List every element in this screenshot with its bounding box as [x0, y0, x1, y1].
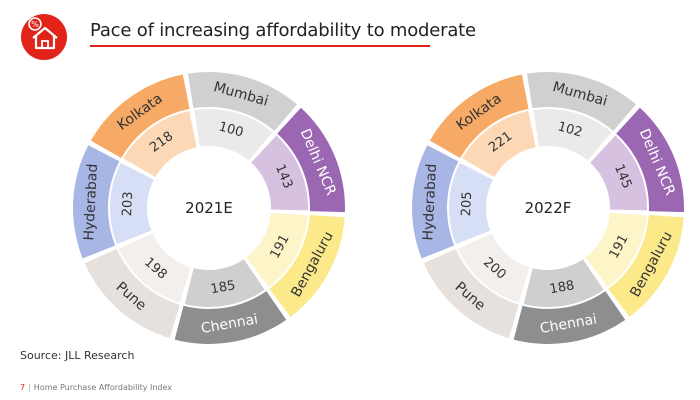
- house-percent-logo: %: [21, 14, 67, 60]
- footer: 7 | Home Purchase Affordability Index: [20, 383, 172, 392]
- value-label-hyderabad: 205: [459, 191, 475, 217]
- outer-segment-mumbai: [526, 71, 637, 132]
- city-label-hyderabad: Hyderabad: [420, 163, 440, 241]
- outer-segment-mumbai: [187, 72, 298, 132]
- inner-segment-hyderabad: [449, 162, 493, 245]
- inner-segment-delhi-ncr: [590, 135, 647, 211]
- outer-segment-chennai: [513, 291, 626, 344]
- outer-segment-hyderabad: [73, 145, 120, 259]
- outer-segment-pune: [423, 249, 519, 339]
- inner-segment-pune: [118, 233, 191, 303]
- outer-segment-delhi-ncr: [616, 107, 684, 213]
- center-year-label: 2021E: [185, 199, 233, 217]
- value-label-hyderabad: 203: [120, 191, 136, 217]
- inner-segment-chennai: [184, 259, 265, 308]
- inner-segment-hyderabad: [110, 162, 154, 245]
- outer-segment-kolkata: [429, 74, 529, 159]
- inner-segment-kolkata: [123, 110, 197, 177]
- outer-segment-hyderabad: [412, 145, 459, 259]
- outer-segment-chennai: [174, 291, 287, 344]
- title-underline: [90, 45, 430, 47]
- outer-segment-kolkata: [90, 74, 190, 159]
- footer-separator: |: [28, 383, 31, 392]
- outer-segment-bengaluru: [608, 214, 684, 317]
- inner-segment-bengaluru: [585, 212, 647, 287]
- city-label-hyderabad: Hyderabad: [81, 163, 101, 241]
- center-year-label: 2022F: [525, 199, 572, 217]
- footer-text: Home Purchase Affordability Index: [33, 383, 173, 392]
- page-number: 7: [20, 383, 26, 392]
- source-note: Source: JLL Research: [20, 349, 135, 362]
- value-label-chennai: 188: [549, 278, 576, 297]
- house-percent-icon: %: [28, 17, 58, 50]
- inner-segment-pune: [457, 233, 530, 303]
- inner-segment-kolkata: [462, 110, 536, 177]
- inner-segment-mumbai: [533, 109, 612, 161]
- value-label-chennai: 185: [210, 278, 237, 297]
- outer-segment-pune: [84, 249, 180, 339]
- page-title: Pace of increasing affordability to mode…: [90, 20, 476, 41]
- inner-segment-bengaluru: [246, 212, 308, 287]
- inner-segment-chennai: [523, 259, 604, 307]
- value-label-mumbai: 100: [217, 119, 245, 140]
- svg-text:%: %: [31, 20, 39, 29]
- outer-segment-delhi-ncr: [277, 107, 345, 213]
- inner-segment-mumbai: [194, 109, 273, 161]
- outer-segment-bengaluru: [269, 214, 345, 317]
- inner-segment-delhi-ncr: [251, 135, 308, 211]
- value-label-mumbai: 102: [556, 119, 584, 140]
